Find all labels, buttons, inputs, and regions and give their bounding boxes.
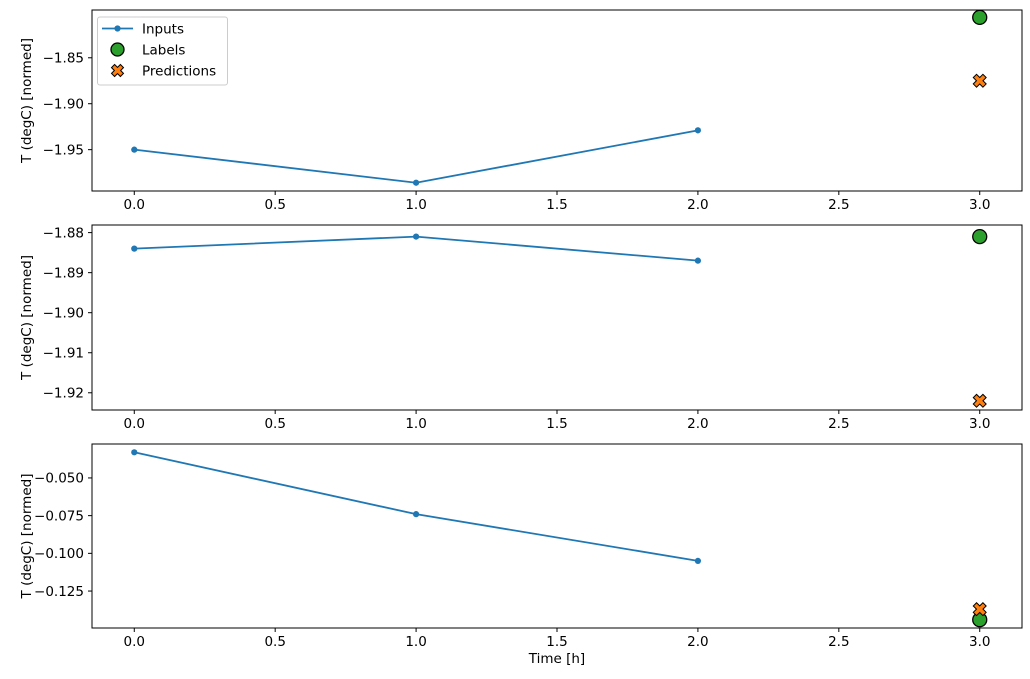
inputs-line xyxy=(134,451,699,562)
inputs-line xyxy=(134,235,698,262)
legend-item-inputs: Inputs xyxy=(102,21,184,37)
x-tick-label: 2.5 xyxy=(828,197,849,213)
x-tick-label: 0.5 xyxy=(264,634,285,650)
predictions-marker xyxy=(972,73,987,88)
x-tick-label: 2.0 xyxy=(687,416,708,432)
y-tick-label: −0.050 xyxy=(34,471,84,487)
y-tick-label: −1.85 xyxy=(43,51,84,67)
y-tick-label: −1.90 xyxy=(43,305,84,321)
y-axis-label: T (degC) [normed] xyxy=(19,255,35,381)
x-tick-label: 1.5 xyxy=(546,197,567,213)
legend-labels-circle-icon xyxy=(110,42,125,57)
legend-label: Inputs xyxy=(142,21,184,37)
labels-marker xyxy=(972,9,988,26)
x-tick-label: 1.0 xyxy=(405,634,426,650)
x-tick-label: 3.0 xyxy=(969,634,990,650)
x-tick-label: 0.5 xyxy=(264,416,285,432)
subplot-3: 0.0 0.5 1.0 1.5 2.0 2.5 3.0 −0.050 −0.075 −0.100 −… xyxy=(19,443,1023,667)
y-axis-label: T (degC) [normed] xyxy=(19,474,35,600)
y-tick-label: −1.88 xyxy=(43,225,84,241)
x-tick-label: 2.0 xyxy=(687,197,708,213)
input-point xyxy=(694,257,702,264)
y-axis-label: T (degC) [normed] xyxy=(19,38,35,164)
legend-predictions-x-icon xyxy=(110,63,125,78)
inputs-line xyxy=(134,129,699,184)
x-tick-label: 1.0 xyxy=(405,416,426,432)
axes-spines xyxy=(91,9,1023,192)
predictions-marker xyxy=(972,602,987,617)
x-tick-label: 1.5 xyxy=(546,634,567,650)
legend-item-predictions: Predictions xyxy=(110,63,216,79)
x-tick-label: 2.5 xyxy=(828,634,849,650)
axes-spines xyxy=(91,224,1023,411)
y-tick-label: −0.075 xyxy=(34,508,84,524)
y-tick-label: −1.91 xyxy=(43,346,84,362)
x-tick-label: 3.0 xyxy=(969,416,990,432)
x-tick-label: 0.0 xyxy=(124,416,145,432)
legend: Inputs Labels Predictions xyxy=(97,16,228,86)
input-point xyxy=(131,245,138,252)
input-point xyxy=(412,179,420,186)
axes-spines xyxy=(91,443,1023,629)
x-tick-label: 1.0 xyxy=(405,197,426,213)
y-tick-label: −1.90 xyxy=(43,97,84,113)
y-tick-label: −1.95 xyxy=(43,142,84,158)
legend-inputs-dot xyxy=(114,25,121,32)
x-tick-label: 2.0 xyxy=(687,634,708,650)
x-axis-label: Time [h] xyxy=(528,651,585,667)
y-tick-label: −1.89 xyxy=(43,265,84,281)
legend-label: Labels xyxy=(142,42,185,58)
labels-marker xyxy=(972,612,988,628)
x-tick-label: 0.0 xyxy=(124,634,145,650)
subplot-1: 0.0 0.5 1.0 1.5 2.0 2.5 3.0 −1.85 −1.90 −1.95 T (d… xyxy=(19,9,1023,213)
x-tick-label: 3.0 xyxy=(969,197,990,213)
subplot-2: 0.0 0.5 1.0 1.5 2.0 2.5 3.0 −1.88 −1.89 −1.90 −1.9… xyxy=(19,224,1023,432)
legend-box xyxy=(97,16,228,86)
input-point xyxy=(412,511,420,518)
predictions-marker xyxy=(972,393,987,408)
y-tick-label: −0.125 xyxy=(34,584,84,600)
y-tick-label: −0.100 xyxy=(34,546,84,562)
input-point xyxy=(694,127,702,134)
input-point xyxy=(694,557,702,564)
x-tick-label: 2.5 xyxy=(828,416,849,432)
input-point xyxy=(412,233,420,240)
y-tick-label: −1.92 xyxy=(43,386,84,402)
legend-item-labels: Labels xyxy=(110,42,185,58)
legend-label: Predictions xyxy=(142,63,216,79)
x-tick-label: 1.5 xyxy=(546,416,567,432)
x-tick-label: 0.5 xyxy=(264,197,285,213)
input-point xyxy=(131,146,138,153)
labels-marker xyxy=(972,228,988,245)
input-point xyxy=(131,449,138,456)
x-tick-label: 0.0 xyxy=(124,197,145,213)
